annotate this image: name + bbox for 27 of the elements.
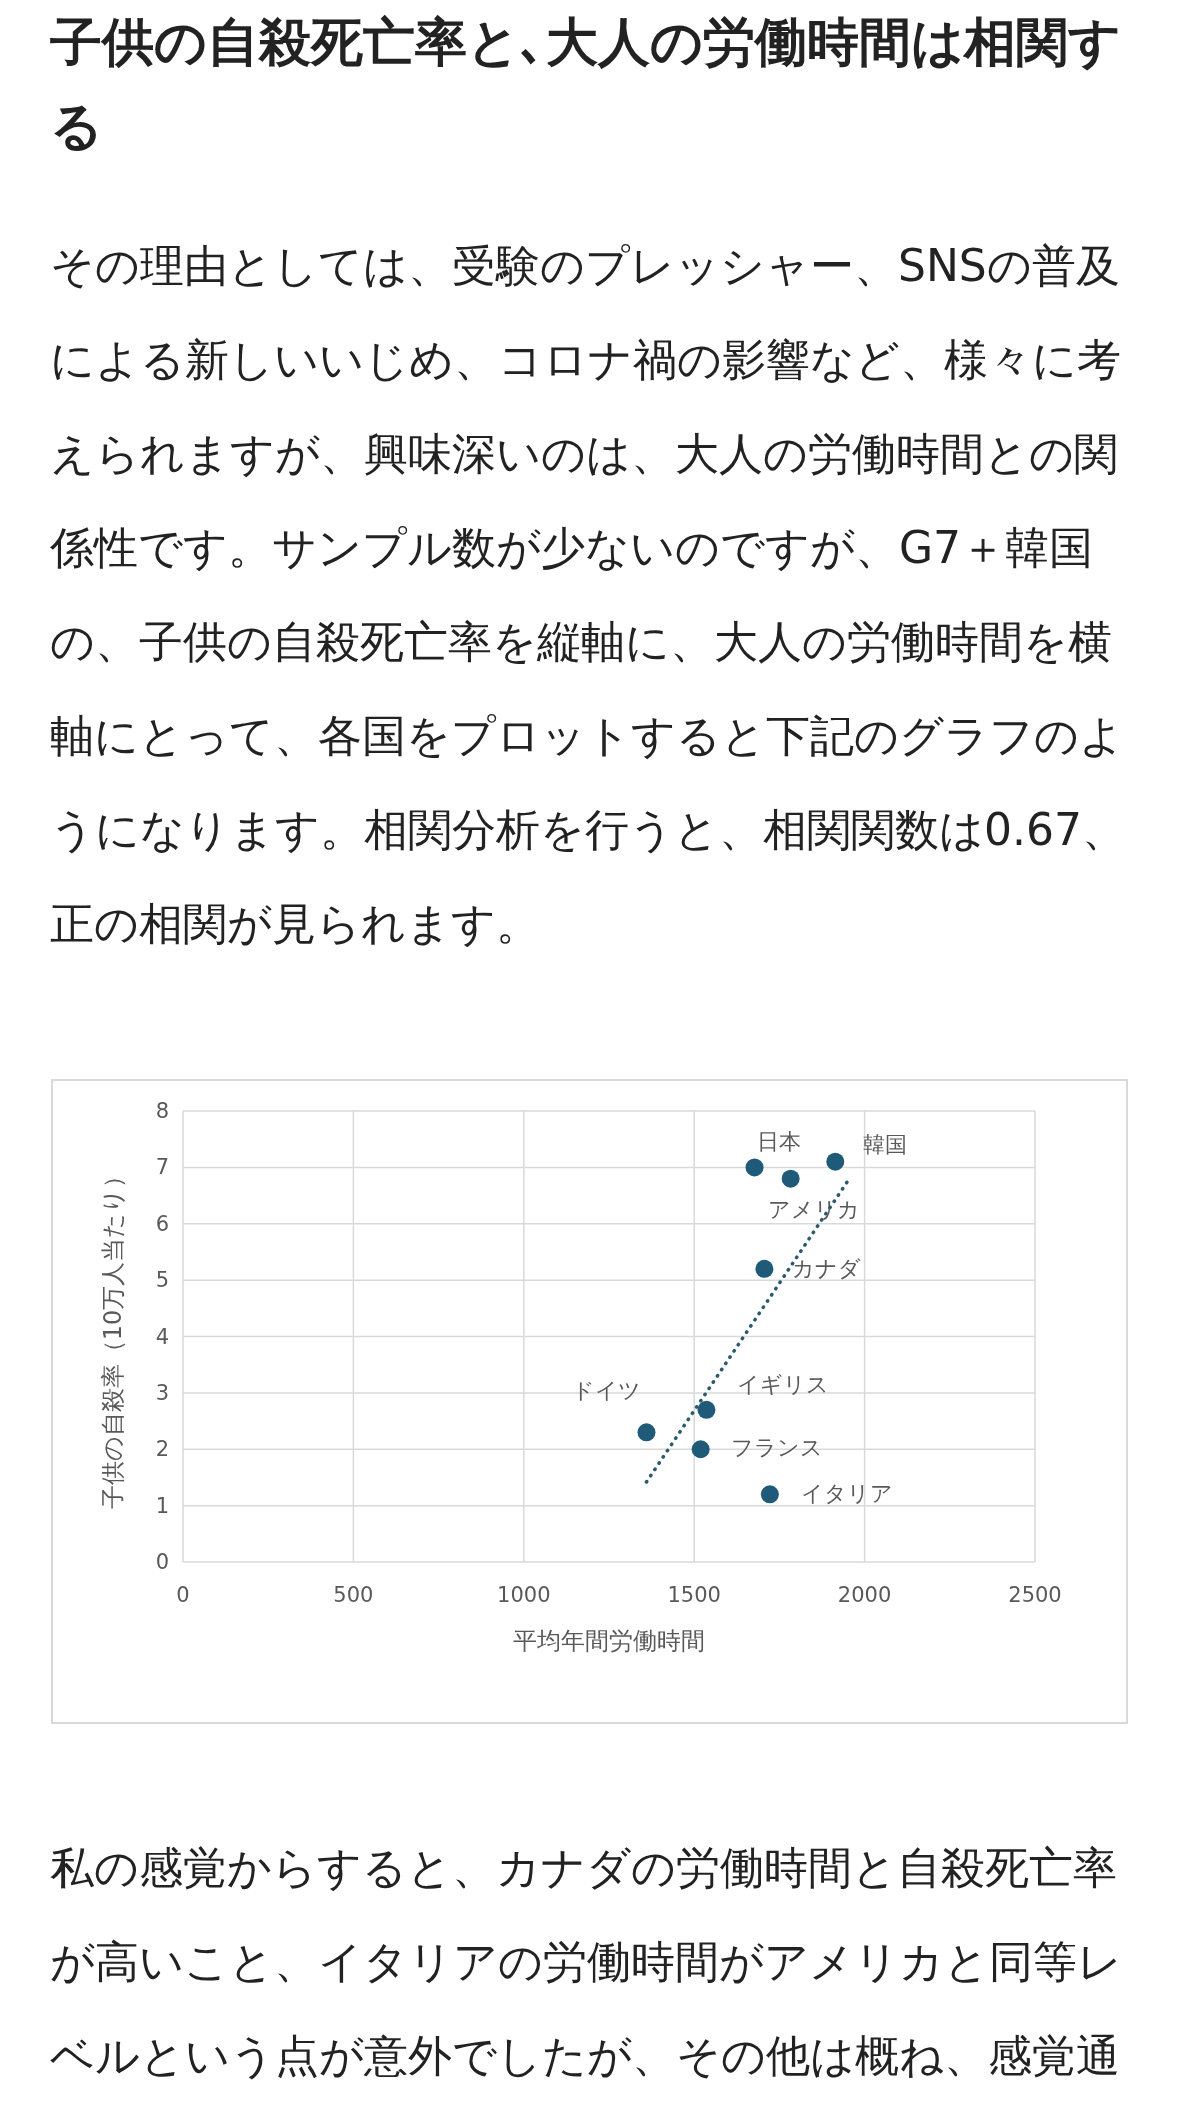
- series-label: 韓国: [863, 1132, 908, 1158]
- chart-subtitle: その理由としては、受験のプレッシャー、SNSの普及による新しいいじめ、コロナ禍の影響など、様々に考えられますが、興味深いのは、大人の労働時間との関係性です。サンプル数が少ないのですが、G7＋韓国の、子供の自殺死亡率を縦軸に、大人の労働時間を横軸にとって、各国をプロットすると下記のグラフのようになります。相関分析を行うと、相関関数は0.67、正の相関が見られます。: [50, 239, 1127, 951]
- y-tick-label: 5: [155, 1268, 169, 1293]
- y-tick-label: 3: [155, 1380, 169, 1405]
- y-tick-label: 7: [155, 1155, 169, 1180]
- series-label: イタリア: [800, 1480, 893, 1506]
- x-tick-label: 2500: [1008, 1583, 1062, 1607]
- x-tick-label: 1000: [497, 1583, 551, 1607]
- series-label: イギリス: [737, 1372, 830, 1398]
- y-tick-label: 0: [155, 1550, 169, 1574]
- y-tick-label: 4: [155, 1324, 169, 1349]
- series-label: カナダ: [791, 1256, 861, 1282]
- x-axis-title: 平均年間労働時間: [513, 1627, 705, 1655]
- y-tick-label: 2: [155, 1437, 169, 1462]
- y-axis-title: 子供の自殺率（10万人当たり）: [99, 1163, 127, 1510]
- y-tick-label: 1: [155, 1493, 169, 1518]
- series-label: フランス: [730, 1434, 823, 1460]
- chart-title: 子供の自殺死亡率と､大人の労働時間は相関する: [50, 11, 1122, 158]
- text: 私の感覚からすると、カナダの労働時間と自殺死亡率が高いこと、イタリアの労働時間がアメリカと同等レベルという点が意外でしたが、その他は概ね、感覚通: [50, 1841, 1123, 2083]
- y-tick-label: 8: [155, 1099, 169, 1123]
- x-tick-label: 0: [176, 1583, 190, 1607]
- x-tick-label: 2000: [837, 1583, 892, 1607]
- series-label: 日本: [756, 1128, 801, 1154]
- series-label: ドイツ: [571, 1377, 641, 1403]
- y-tick-label: 6: [155, 1211, 169, 1236]
- x-tick-label: 500: [333, 1583, 374, 1607]
- x-tick-label: 1500: [667, 1583, 721, 1607]
